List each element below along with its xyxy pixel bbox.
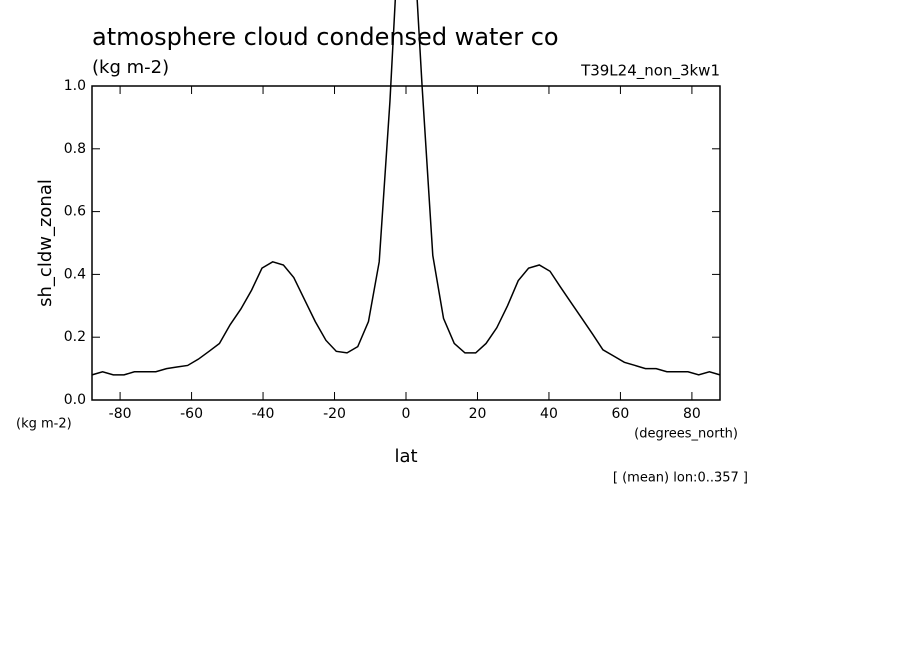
x-tick-label: -80 bbox=[109, 406, 132, 422]
annotation: [ (mean) lon:0..357 ] bbox=[613, 471, 748, 486]
x-tick-label: -20 bbox=[323, 406, 346, 422]
y-units: (kg m-2) bbox=[16, 417, 72, 432]
y-axis-label: sh_cldw_zonal bbox=[35, 179, 56, 307]
plot-frame bbox=[91, 85, 721, 401]
x-tick-label: 20 bbox=[469, 406, 487, 422]
y-tick-label: 0.2 bbox=[64, 329, 86, 345]
y-tick-label: 0.6 bbox=[64, 204, 86, 220]
y-tick-label: 0.4 bbox=[64, 266, 86, 282]
y-tick-label: 1.0 bbox=[64, 78, 86, 94]
x-units: (degrees_north) bbox=[634, 427, 738, 442]
data-line bbox=[91, 0, 721, 376]
x-tick-label: 60 bbox=[612, 406, 630, 422]
run-label: T39L24_non_3kw1 bbox=[580, 62, 720, 81]
x-tick-label: -60 bbox=[180, 406, 203, 422]
y-tick-label: 0.8 bbox=[64, 141, 86, 157]
chart-title: atmosphere cloud condensed water co bbox=[92, 23, 559, 51]
x-tick-label: -40 bbox=[252, 406, 275, 422]
x-tick-label: 80 bbox=[683, 406, 701, 422]
x-tick-label: 40 bbox=[540, 406, 558, 422]
y-tick-label: 0.0 bbox=[64, 392, 86, 408]
x-tick-label: 0 bbox=[402, 406, 411, 422]
x-axis-label: lat bbox=[394, 446, 417, 467]
subtitle: (kg m-2) bbox=[92, 57, 169, 78]
